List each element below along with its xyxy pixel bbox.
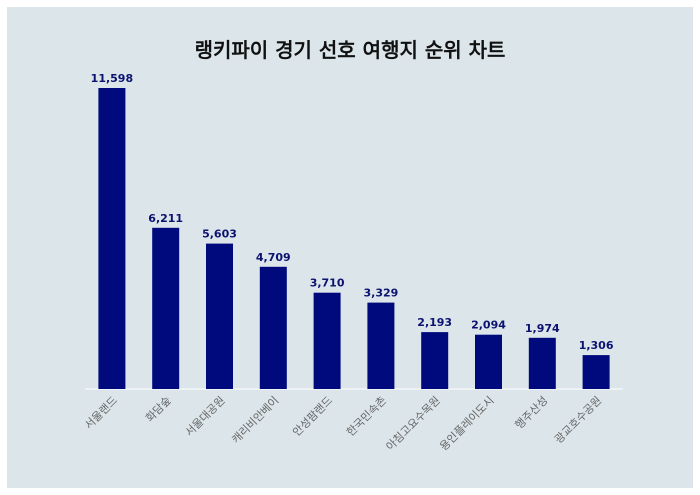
value-labels-group: 11,598 6,211 5,603 4,709 3,710 3,329 2,193 2,09…: [91, 72, 614, 352]
bar-chart: 랭키파이 경기 선호 여행지 순위 차트 11,598 6,211 5,603 4,7…: [82, 38, 623, 453]
category-label-7: 아침고요수목원: [384, 394, 443, 453]
category-label-8: 용인플레이도시: [437, 394, 496, 453]
category-label-2: 화담숲: [143, 394, 174, 425]
value-label-7: 2,193: [417, 316, 452, 329]
category-label-4: 캐리비안베이: [229, 394, 281, 446]
value-label-1: 11,598: [91, 72, 133, 85]
bar-9: [528, 337, 556, 389]
bar-8: [475, 334, 502, 389]
bar-2: [152, 227, 180, 389]
bar-1: [98, 88, 126, 389]
value-label-6: 3,329: [364, 287, 399, 300]
bar-3: [206, 243, 233, 389]
bar-7: [421, 332, 449, 389]
chart-background: 랭키파이 경기 선호 여행지 순위 차트 11,598 6,211 5,603 4,7…: [7, 7, 693, 488]
category-label-9: 행주산성: [513, 394, 551, 432]
bars-group: [98, 88, 610, 389]
value-label-5: 3,710: [310, 277, 345, 290]
bar-6: [367, 302, 395, 389]
category-labels-group: 서울랜드 화담숲 서울대공원 캐리비안베이 안성팜랜드 한국민속촌아침고요수목원용인플레이…: [82, 394, 604, 453]
category-label-10: 광교호수공원: [552, 394, 604, 446]
value-label-10: 1,306: [579, 339, 614, 352]
value-label-4: 4,709: [256, 251, 291, 264]
chart-title: 랭키파이 경기 선호 여행지 순위 차트: [195, 38, 506, 62]
value-label-2: 6,211: [148, 212, 183, 225]
value-label-9: 1,974: [525, 322, 560, 335]
bar-10: [582, 355, 610, 389]
value-label-3: 5,603: [202, 228, 237, 241]
category-label-5: 안성팜랜드: [290, 394, 335, 439]
category-label-6: 한국민속촌: [344, 394, 389, 439]
value-label-8: 2,094: [471, 319, 506, 332]
bar-4: [259, 266, 287, 389]
category-label-3: 서울대공원: [183, 394, 228, 439]
bar-5: [313, 292, 341, 389]
category-label-1: 서울랜드: [82, 394, 120, 432]
